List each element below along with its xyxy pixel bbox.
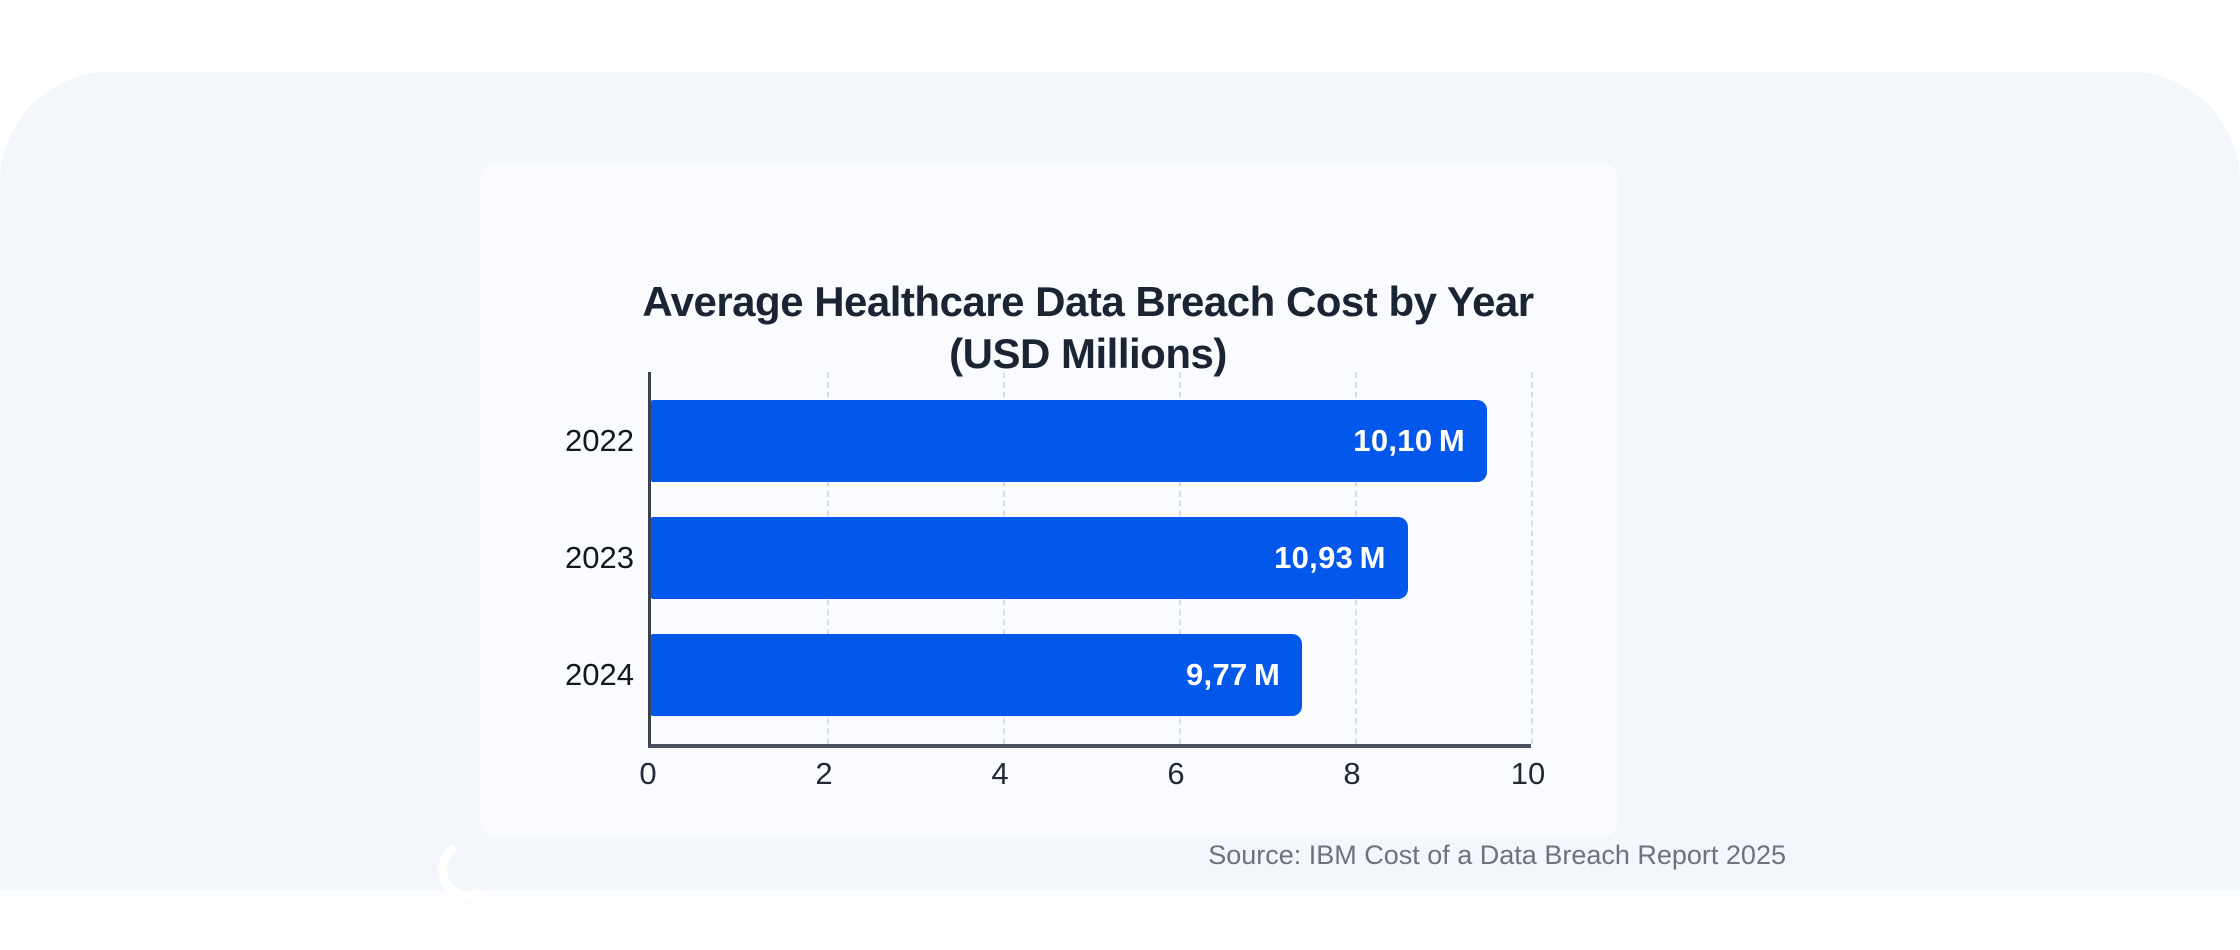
source-caption: Source: IBM Cost of a Data Breach Report… [1208,840,1786,870]
bar: 10,10 M [651,400,1487,482]
x-tick-label: 8 [1343,756,1361,791]
category-label: 2022 [565,423,634,458]
bar-value-label: 10,10 M [1353,423,1465,458]
bar-value-label: 10,93 M [1274,540,1386,575]
chart-title-line2: (USD Millions) [949,330,1227,378]
x-tick-label: 2 [815,756,833,791]
chart-card [480,164,1618,836]
chart-title-line1: Average Healthcare Data Breach Cost by Y… [642,278,1534,325]
x-tick-label: 6 [1167,756,1185,791]
bar-value-label: 9,77 M [1186,657,1281,692]
category-label: 2024 [565,657,634,692]
x-axis-ticks: 0 2 4 6 8 10 [639,756,1545,798]
category-label: 2023 [565,540,634,575]
bottom-strip [0,890,2240,950]
x-tick-label: 10 [1510,756,1546,791]
chart-title: Average Healthcare Data Breach Cost by Y… [528,276,1648,380]
plot-area: 10,10 M 10,93 M 9,77 M [648,372,1533,748]
x-tick-label: 0 [639,756,657,791]
x-tick-label: 4 [991,756,1009,791]
x-grid-line [1531,372,1533,744]
bar: 9,77 M [651,634,1303,716]
bar: 10,93 M [651,517,1408,599]
